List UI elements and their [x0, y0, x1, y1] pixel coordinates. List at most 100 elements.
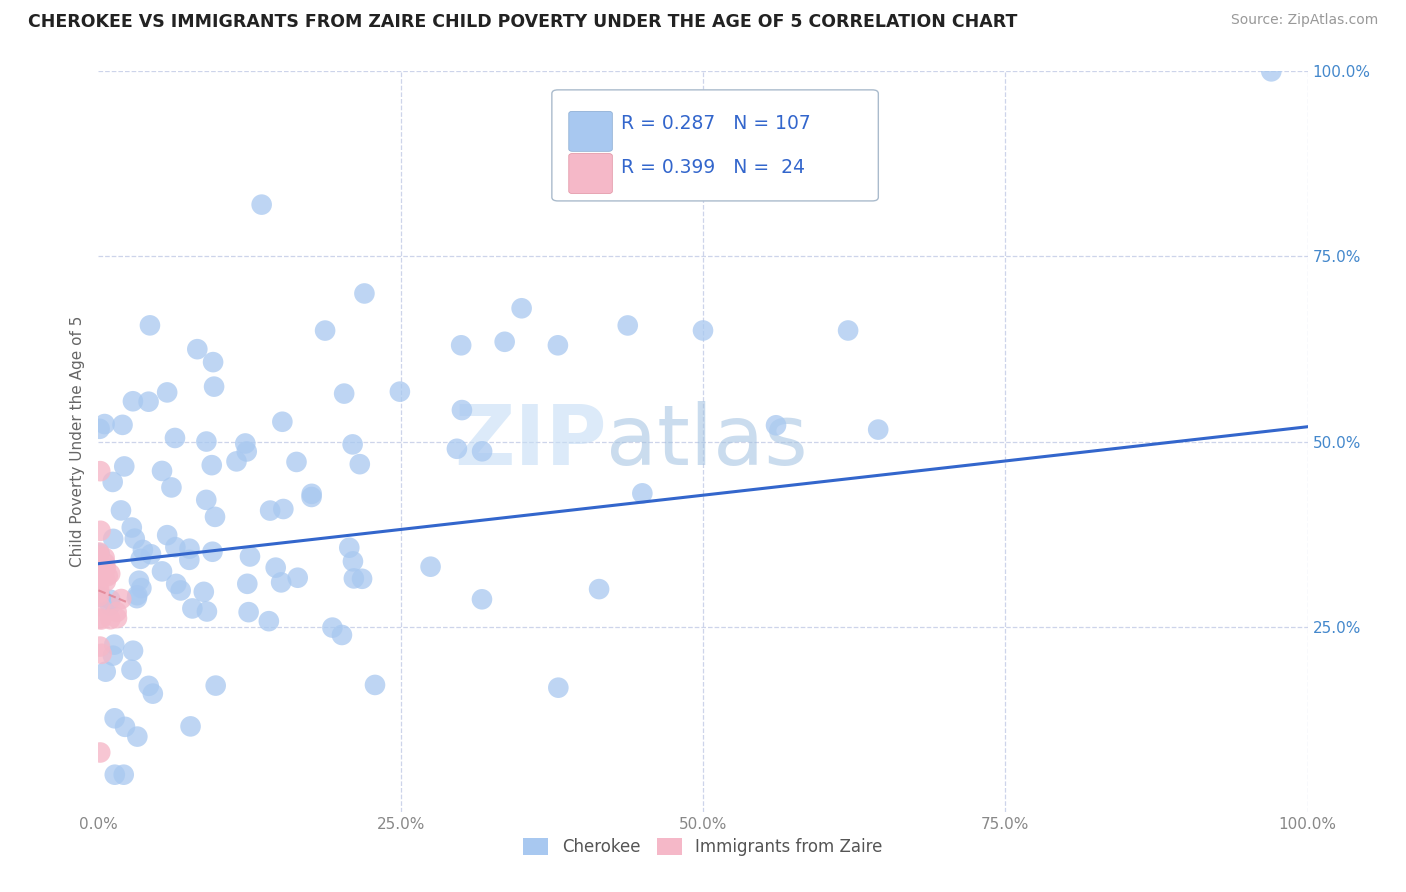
- Point: [128, 574, 150, 588]
- Text: CHEROKEE VS IMMIGRANTS FROM ZAIRE CHILD POVERTY UNDER THE AGE OF 5 CORRELATION C: CHEROKEE VS IMMIGRANTS FROM ZAIRE CHILD …: [28, 13, 1018, 31]
- Point: [89, 422, 111, 436]
- Point: [450, 338, 472, 352]
- Point: [132, 542, 155, 557]
- Point: [301, 490, 323, 504]
- Point: [287, 571, 309, 585]
- Point: [111, 417, 134, 432]
- Point: [131, 581, 153, 595]
- Point: [180, 719, 202, 733]
- Point: [419, 559, 441, 574]
- Point: [510, 301, 533, 316]
- Point: [87, 585, 110, 599]
- Point: [98, 592, 121, 607]
- Point: [179, 553, 201, 567]
- Point: [94, 574, 117, 589]
- Point: [139, 318, 162, 333]
- Point: [364, 678, 387, 692]
- Point: [89, 545, 111, 559]
- Text: atlas: atlas: [606, 401, 808, 482]
- Point: [547, 338, 569, 352]
- Point: [238, 605, 260, 619]
- Point: [451, 403, 474, 417]
- Point: [239, 549, 262, 564]
- Point: [195, 492, 218, 507]
- Point: [94, 556, 117, 570]
- Point: [388, 384, 411, 399]
- Point: [89, 589, 111, 603]
- Point: [110, 503, 132, 517]
- Point: [494, 334, 516, 349]
- FancyBboxPatch shape: [569, 112, 613, 152]
- Point: [333, 386, 356, 401]
- Point: [93, 417, 115, 431]
- Point: [103, 532, 125, 546]
- Point: [330, 628, 353, 642]
- Point: [89, 640, 111, 654]
- Point: [868, 423, 890, 437]
- Point: [93, 568, 115, 582]
- Point: [103, 638, 125, 652]
- Point: [471, 444, 494, 458]
- Point: [101, 648, 124, 663]
- Point: [257, 614, 280, 628]
- Point: [193, 585, 215, 599]
- FancyBboxPatch shape: [569, 153, 613, 194]
- FancyBboxPatch shape: [551, 90, 879, 201]
- Point: [1260, 64, 1282, 78]
- Point: [124, 532, 146, 546]
- Point: [110, 592, 132, 607]
- Point: [101, 475, 124, 489]
- Point: [122, 643, 145, 657]
- Point: [170, 583, 193, 598]
- Text: R = 0.287   N = 107: R = 0.287 N = 107: [621, 113, 810, 133]
- Point: [138, 679, 160, 693]
- Point: [195, 605, 218, 619]
- Point: [165, 577, 187, 591]
- Point: [236, 576, 259, 591]
- Point: [89, 549, 111, 563]
- Point: [104, 767, 127, 781]
- Point: [471, 592, 494, 607]
- Point: [233, 436, 256, 450]
- Point: [271, 415, 294, 429]
- Point: [90, 613, 112, 627]
- Point: [156, 528, 179, 542]
- Point: [104, 711, 127, 725]
- Point: [343, 571, 366, 585]
- Point: [349, 457, 371, 471]
- Point: [692, 324, 714, 338]
- Point: [337, 541, 360, 555]
- Point: [301, 487, 323, 501]
- Point: [186, 342, 208, 356]
- Point: [352, 572, 374, 586]
- Point: [94, 560, 117, 574]
- Y-axis label: Child Poverty Under the Age of 5: Child Poverty Under the Age of 5: [69, 316, 84, 567]
- Point: [156, 385, 179, 400]
- Point: [342, 554, 364, 568]
- Point: [89, 611, 111, 625]
- Point: [285, 455, 308, 469]
- Point: [314, 324, 336, 338]
- Point: [127, 588, 149, 602]
- Point: [179, 541, 201, 556]
- Text: ZIP: ZIP: [454, 401, 606, 482]
- Point: [127, 730, 149, 744]
- Point: [201, 545, 224, 559]
- Text: Source: ZipAtlas.com: Source: ZipAtlas.com: [1230, 13, 1378, 28]
- Point: [201, 458, 224, 472]
- Point: [89, 599, 111, 614]
- Point: [90, 647, 112, 661]
- Point: [202, 355, 225, 369]
- Point: [90, 590, 112, 604]
- Point: [342, 437, 364, 451]
- Point: [250, 197, 273, 211]
- Point: [631, 486, 654, 500]
- Point: [87, 582, 110, 596]
- Point: [98, 566, 121, 581]
- Point: [139, 547, 162, 561]
- Point: [321, 621, 343, 635]
- Point: [89, 524, 111, 538]
- Point: [165, 540, 187, 554]
- Point: [446, 442, 468, 456]
- Point: [225, 454, 247, 468]
